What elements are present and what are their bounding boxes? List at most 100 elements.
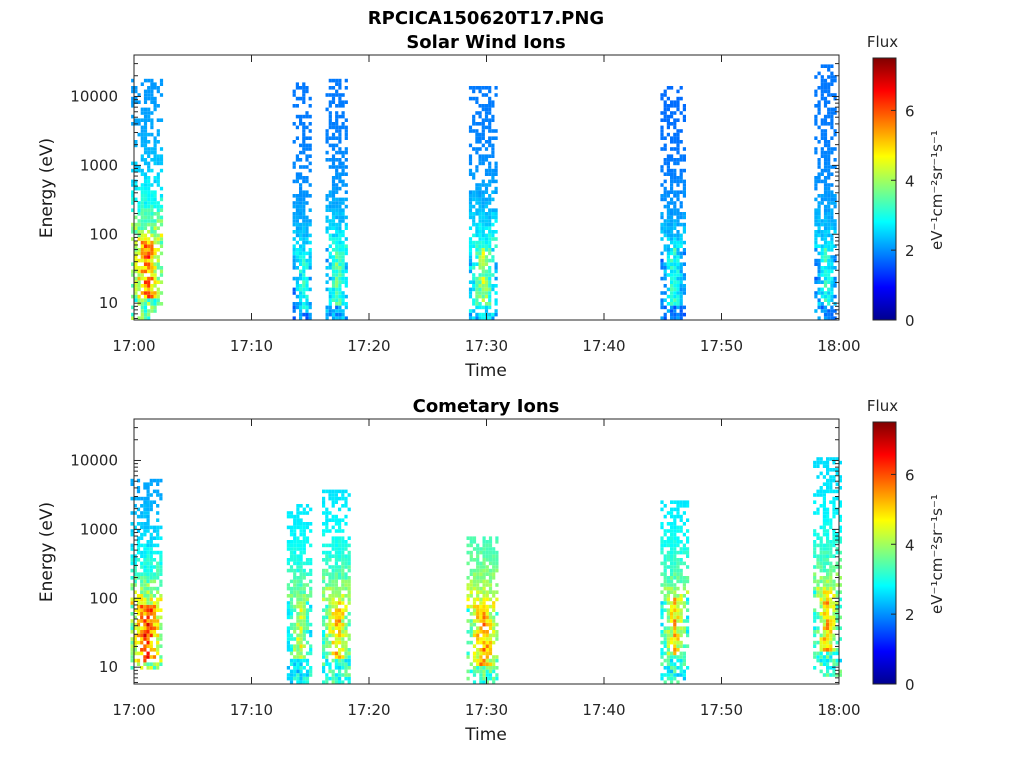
heatmap-cell — [302, 305, 306, 310]
heatmap-cell — [292, 255, 296, 259]
heatmap-cell — [143, 511, 147, 515]
heatmap-cell — [140, 132, 144, 137]
heatmap-cell — [482, 680, 486, 684]
heatmap-cell — [481, 237, 485, 241]
heatmap-cell — [331, 612, 335, 616]
heatmap-cell — [832, 615, 836, 620]
heatmap-cell — [159, 158, 164, 162]
heatmap-cell — [292, 89, 296, 94]
heatmap-cell — [143, 500, 147, 504]
heatmap-cell — [331, 651, 335, 656]
heatmap-cell — [476, 550, 480, 555]
heatmap-cell — [663, 107, 667, 112]
heatmap-cell — [146, 612, 150, 616]
heatmap-cell — [159, 93, 164, 97]
y-tick-label: 1000 — [80, 156, 118, 174]
heatmap-cell — [682, 594, 686, 598]
heatmap-cell — [335, 118, 339, 122]
heatmap-cell — [153, 140, 157, 144]
heatmap-cell — [822, 489, 826, 494]
heatmap-cell — [134, 165, 138, 169]
heatmap-cell — [830, 244, 834, 248]
heatmap-cell — [817, 269, 821, 274]
heatmap-cell — [814, 197, 818, 202]
heatmap-cell — [481, 194, 485, 198]
heatmap-cell — [293, 568, 297, 573]
heatmap-cell — [827, 100, 831, 104]
heatmap-cell — [472, 212, 476, 216]
heatmap-cell — [676, 194, 680, 198]
heatmap-cell — [302, 615, 306, 620]
heatmap-cell — [488, 125, 492, 130]
heatmap-cell — [299, 540, 303, 544]
heatmap-cell — [152, 478, 157, 483]
heatmap-cell — [156, 118, 160, 122]
heatmap-cell — [817, 86, 821, 90]
heatmap-cell — [152, 500, 157, 504]
heatmap-cell — [289, 565, 294, 569]
heatmap-cell — [468, 226, 473, 230]
heatmap-cell — [338, 309, 342, 313]
heatmap-cell — [666, 165, 670, 169]
heatmap-cell — [131, 305, 135, 310]
heatmap-cell — [676, 118, 680, 122]
heatmap-cell — [140, 550, 144, 555]
heatmap-cell — [478, 222, 482, 227]
heatmap-cell — [832, 583, 836, 587]
heatmap-cell — [309, 586, 313, 591]
heatmap-cell — [485, 597, 489, 602]
heatmap-cell — [817, 161, 821, 166]
heatmap-cell — [147, 114, 151, 119]
heatmap-cell — [331, 255, 336, 259]
heatmap-cell — [829, 457, 833, 461]
heatmap-cell — [826, 572, 830, 576]
heatmap-cell — [822, 514, 826, 519]
heatmap-cell — [140, 129, 144, 133]
heatmap-cell — [146, 540, 150, 544]
heatmap-cell — [140, 273, 144, 277]
heatmap-cell — [150, 82, 154, 86]
heatmap-cell — [472, 219, 476, 223]
heatmap-cell — [335, 262, 339, 266]
heatmap-cell — [673, 669, 677, 674]
heatmap-cell — [143, 237, 148, 241]
heatmap-cell — [670, 615, 674, 620]
heatmap-cell — [338, 676, 342, 681]
heatmap-cell — [130, 626, 134, 630]
heatmap-cell — [347, 493, 351, 497]
heatmap-cell — [475, 312, 479, 317]
heatmap-cell — [475, 316, 479, 320]
heatmap-cell — [150, 168, 154, 173]
heatmap-cell — [676, 273, 680, 277]
heatmap-cell — [679, 298, 683, 302]
heatmap-cell — [468, 215, 473, 220]
heatmap-cell — [660, 536, 664, 540]
heatmap-cell — [289, 597, 294, 602]
heatmap-cell — [823, 194, 828, 198]
heatmap-cell — [147, 215, 151, 220]
heatmap-cell — [819, 561, 823, 566]
heatmap-cell — [146, 504, 150, 508]
heatmap-cell — [822, 655, 826, 659]
heatmap-cell — [682, 586, 686, 591]
heatmap-cell — [682, 583, 686, 587]
heatmap-cell — [338, 291, 342, 295]
heatmap-cell — [140, 168, 144, 173]
heatmap-cell — [826, 594, 830, 598]
heatmap-cell — [331, 291, 336, 295]
heatmap-cell — [286, 604, 290, 609]
heatmap-cell — [676, 525, 680, 530]
heatmap-cell — [829, 648, 833, 652]
heatmap-cell — [341, 219, 345, 223]
heatmap-cell — [814, 186, 818, 191]
heatmap-cell — [149, 493, 153, 497]
heatmap-cell — [823, 230, 828, 234]
heatmap-cell — [309, 633, 313, 638]
heatmap-cell — [663, 637, 667, 641]
heatmap-cell — [676, 183, 680, 187]
heatmap-cell — [302, 608, 306, 612]
heatmap-cell — [479, 666, 483, 670]
heatmap-cell — [341, 262, 345, 266]
heatmap-cell — [814, 233, 818, 238]
